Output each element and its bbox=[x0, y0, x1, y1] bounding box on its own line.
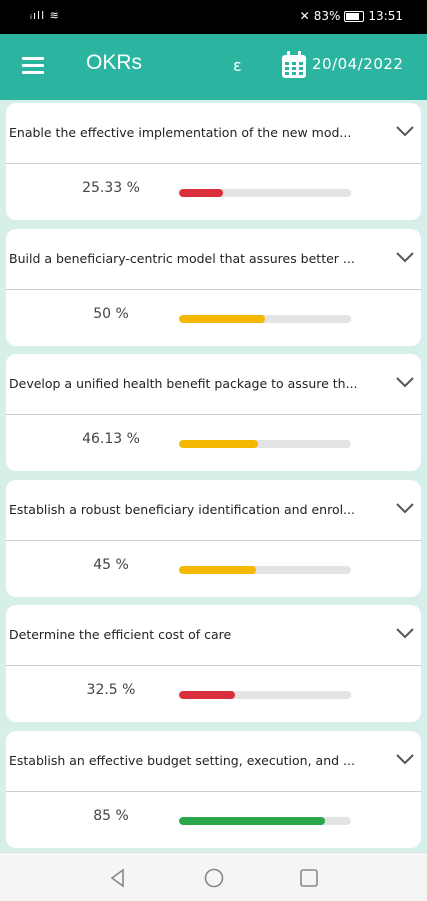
clock: 13:51 bbox=[368, 9, 403, 23]
okr-title: Establish an effective budget setting, e… bbox=[9, 753, 355, 768]
okr-percent: 85 % bbox=[93, 808, 129, 824]
progress-fill bbox=[179, 440, 259, 448]
okr-card-header[interactable]: Establish an effective budget setting, e… bbox=[6, 731, 421, 791]
chevron-down-icon[interactable] bbox=[395, 249, 415, 265]
okr-card-header[interactable]: Establish a robust beneficiary identific… bbox=[6, 480, 421, 540]
menu-icon[interactable] bbox=[22, 57, 44, 77]
okr-card-header[interactable]: Develop a unified health benefit package… bbox=[6, 354, 421, 414]
okr-percent: 46.13 % bbox=[82, 431, 140, 447]
okr-card: Enable the effective implementation of t… bbox=[6, 103, 421, 220]
okr-title: Develop a unified health benefit package… bbox=[9, 376, 358, 391]
okr-title: Build a beneficiary-centric model that a… bbox=[9, 251, 355, 266]
progress-track bbox=[179, 189, 351, 197]
progress-fill bbox=[179, 189, 223, 197]
okr-percent: 50 % bbox=[93, 306, 129, 322]
battery-icon bbox=[344, 10, 365, 22]
signal-wifi-icon: ᵢıll ≋ bbox=[30, 9, 60, 22]
progress-track bbox=[179, 691, 351, 699]
divider bbox=[6, 791, 421, 792]
okr-percent: 45 % bbox=[93, 557, 129, 573]
progress-fill bbox=[179, 691, 235, 699]
okr-card: Establish an effective budget setting, e… bbox=[6, 731, 421, 848]
progress-fill bbox=[179, 566, 257, 574]
status-right: ✕ 83% 13:51 bbox=[300, 9, 403, 23]
okr-percent: 25.33 % bbox=[82, 180, 140, 196]
okr-card: Build a beneficiary-centric model that a… bbox=[6, 229, 421, 346]
home-icon[interactable] bbox=[203, 867, 225, 889]
page-title: OKRs bbox=[86, 51, 143, 74]
progress-track bbox=[179, 315, 351, 323]
chevron-down-icon[interactable] bbox=[395, 751, 415, 767]
status-bar: ᵢıll ≋ ✕ 83% 13:51 bbox=[0, 0, 427, 34]
chevron-down-icon[interactable] bbox=[395, 625, 415, 641]
okr-card: Establish a robust beneficiary identific… bbox=[6, 480, 421, 597]
okr-card: Develop a unified health benefit package… bbox=[6, 354, 421, 471]
chevron-down-icon[interactable] bbox=[395, 500, 415, 516]
chevron-down-icon[interactable] bbox=[395, 374, 415, 390]
calendar-icon[interactable] bbox=[281, 51, 307, 79]
divider bbox=[6, 289, 421, 290]
language-toggle[interactable]: ε bbox=[233, 56, 242, 75]
okr-card-header[interactable]: Build a beneficiary-centric model that a… bbox=[6, 229, 421, 289]
recents-icon[interactable] bbox=[298, 867, 320, 889]
system-nav-bar bbox=[0, 852, 427, 901]
app-bar: OKRs ε 20/04/2022 bbox=[0, 34, 427, 100]
back-icon[interactable] bbox=[107, 867, 129, 889]
okr-title: Enable the effective implementation of t… bbox=[9, 125, 352, 140]
progress-fill bbox=[179, 817, 326, 825]
battery-percent: 83% bbox=[313, 9, 341, 23]
okr-card: Determine the efficient cost of care 32.… bbox=[6, 605, 421, 722]
progress-fill bbox=[179, 315, 265, 323]
progress-track bbox=[179, 817, 351, 825]
chevron-down-icon[interactable] bbox=[395, 123, 415, 139]
okr-title: Establish a robust beneficiary identific… bbox=[9, 502, 356, 517]
okr-card-header[interactable]: Determine the efficient cost of care bbox=[6, 605, 421, 665]
divider bbox=[6, 163, 421, 164]
divider bbox=[6, 414, 421, 415]
divider bbox=[6, 665, 421, 666]
okr-card-header[interactable]: Enable the effective implementation of t… bbox=[6, 103, 421, 163]
mute-icon: ✕ bbox=[299, 9, 310, 23]
progress-track bbox=[179, 566, 351, 574]
okr-title: Determine the efficient cost of care bbox=[9, 627, 232, 642]
divider bbox=[6, 540, 421, 541]
okr-percent: 32.5 % bbox=[86, 682, 136, 698]
date-selector[interactable]: 20/04/2022 bbox=[312, 55, 404, 73]
progress-track bbox=[179, 440, 351, 448]
